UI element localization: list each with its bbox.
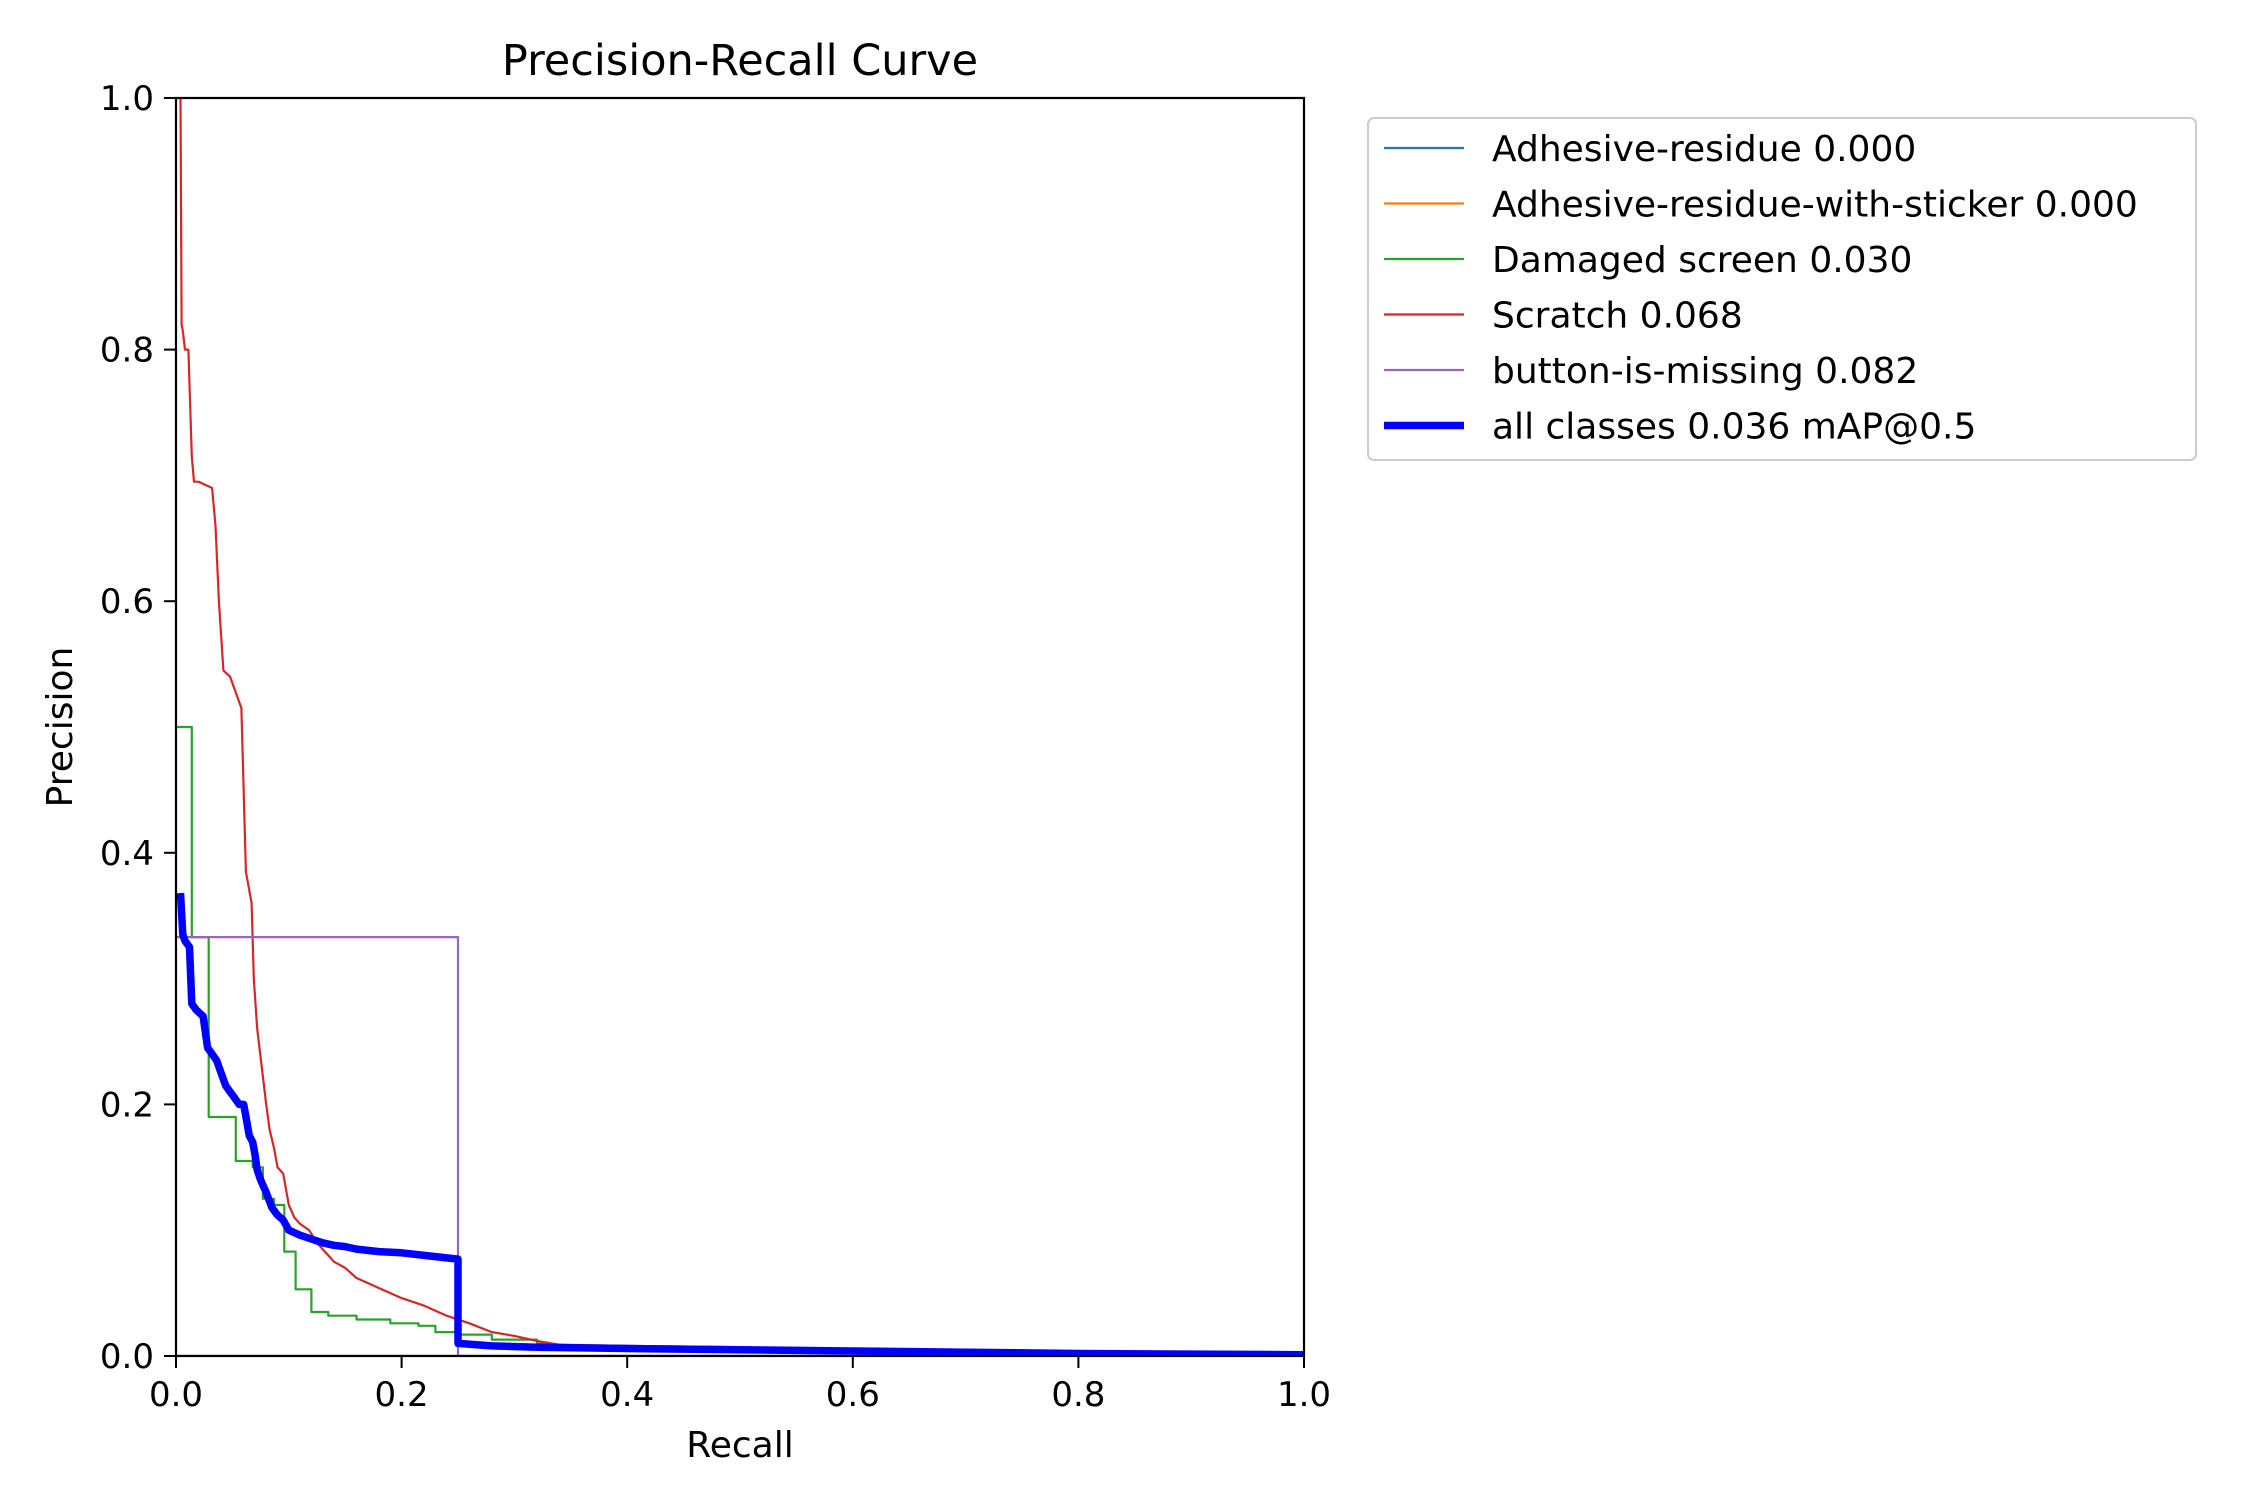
- x-tick-label: 1.0: [1277, 1375, 1331, 1415]
- x-tick-label: 0.6: [826, 1375, 880, 1415]
- legend-label: Damaged screen 0.030: [1492, 240, 1912, 281]
- x-tick-label: 0.2: [375, 1375, 429, 1415]
- y-axis-label: Precision: [40, 647, 81, 808]
- legend-label: Scratch 0.068: [1492, 296, 1743, 337]
- legend-label: Adhesive-residue 0.000: [1492, 129, 1916, 170]
- series-line-all: [176, 892, 1304, 1356]
- x-axis-ticks: 0.0 0.2 0.4 0.6 0.8 1.0: [149, 1356, 1331, 1415]
- legend-label: button-is-missing 0.082: [1492, 351, 1918, 392]
- series-layer: [176, 98, 1304, 1356]
- plot-frame: [174, 96, 1306, 1358]
- y-tick-label: 0.0: [100, 1337, 154, 1377]
- series-line-scratch: [179, 98, 1304, 1356]
- x-tick-label: 0.0: [149, 1375, 203, 1415]
- y-axis-ticks: 0.0 0.2 0.4 0.6 0.8 1.0: [100, 79, 176, 1377]
- legend-label: all classes 0.036 mAP@0.5: [1492, 407, 1976, 448]
- y-tick-label: 0.4: [100, 834, 154, 874]
- y-tick-label: 0.2: [100, 1085, 154, 1125]
- chart-title: Precision-Recall Curve: [502, 36, 978, 86]
- legend-box: [1367, 117, 2197, 461]
- x-tick-label: 0.8: [1051, 1375, 1105, 1415]
- series-line-button-is-missing: [176, 935, 1304, 1356]
- x-tick-label: 0.4: [600, 1375, 654, 1415]
- series-line-damaged: [176, 725, 1304, 1356]
- y-tick-label: 0.8: [100, 331, 154, 371]
- y-tick-label: 1.0: [100, 79, 154, 119]
- y-tick-label: 0.6: [100, 582, 154, 622]
- legend: Adhesive-residue 0.000 Adhesive-residue-w…: [1367, 117, 2197, 461]
- x-axis-label: Recall: [686, 1425, 793, 1466]
- legend-label: Adhesive-residue-with-sticker 0.000: [1492, 185, 2138, 226]
